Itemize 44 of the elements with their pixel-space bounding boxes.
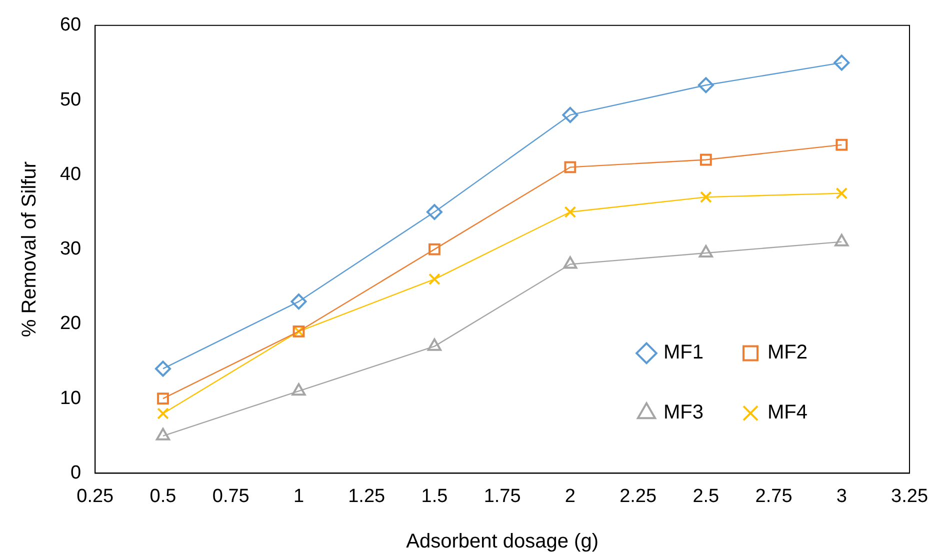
y-axis-title: % Removal of Silfur [18, 161, 41, 338]
x-tick-label: 0.5 [150, 486, 176, 507]
legend-label: MF2 [768, 342, 808, 364]
y-tick-label: 40 [60, 164, 82, 185]
point [428, 243, 440, 256]
x-tick-label: 2.75 [755, 486, 792, 507]
x-tick-label: 3.25 [891, 486, 928, 507]
point [834, 54, 850, 71]
point [564, 206, 576, 218]
point [698, 245, 713, 258]
x-tick-label: 2.25 [620, 486, 657, 507]
x-tick-label: 2.5 [692, 486, 720, 507]
point [290, 294, 307, 310]
y-tick-label: 10 [60, 388, 82, 409]
y-tick-label: 0 [70, 462, 82, 484]
x-tick-label: 1 [293, 486, 304, 507]
x-tick-label: 1.75 [484, 486, 521, 507]
legend-label: MF3 [664, 402, 704, 424]
x-tick-label: 0.25 [76, 486, 114, 507]
y-tick-label: 30 [60, 238, 82, 260]
point [836, 138, 848, 151]
point [428, 273, 440, 286]
point [292, 383, 306, 396]
legend-label: MF4 [768, 402, 808, 424]
point [700, 154, 712, 166]
legend-label: MF1 [664, 342, 704, 364]
y-tick-label: 60 [60, 14, 82, 36]
point [698, 77, 714, 94]
x-tick-label: 1.5 [421, 486, 448, 507]
y-tick-label: 20 [60, 313, 82, 334]
point [562, 106, 578, 123]
point [426, 204, 442, 220]
x-tick-label: 2 [564, 486, 576, 507]
x-tick-label: 3 [836, 486, 847, 507]
x-axis-title: Adsorbent dosage (g) [406, 530, 598, 553]
point [700, 191, 712, 204]
y-tick-label: 50 [60, 89, 82, 110]
point [836, 187, 848, 200]
point [564, 161, 576, 174]
point [157, 392, 169, 405]
x-tick-label: 0.75 [212, 486, 250, 507]
point [157, 408, 169, 420]
point [155, 360, 171, 377]
x-tick-label: 1.25 [348, 486, 386, 507]
